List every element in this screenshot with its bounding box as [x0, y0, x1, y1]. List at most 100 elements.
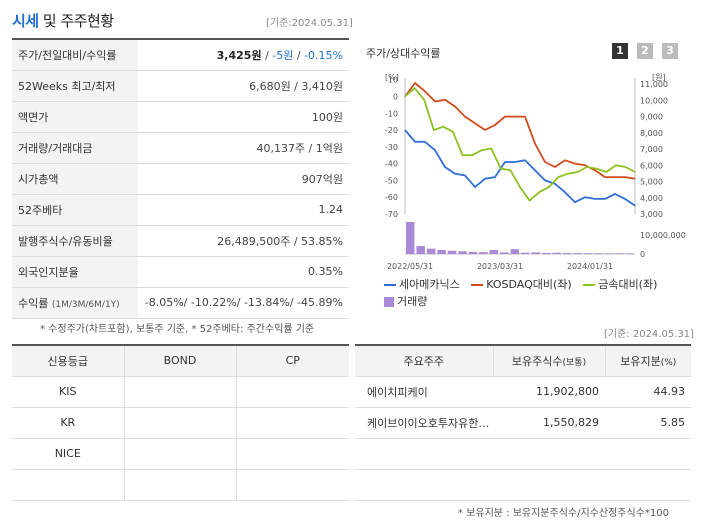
shares-label: 발행주식수/유동비율 — [12, 225, 138, 257]
column-header: 보유주식수(보통) — [493, 345, 606, 377]
volume-bar — [510, 249, 519, 254]
foreign-label: 외국인지분율 — [12, 256, 138, 288]
table-cell — [236, 407, 349, 439]
table-cell — [124, 407, 237, 439]
holder-name — [355, 469, 493, 501]
legend-swatch — [384, 297, 394, 307]
x-tick-label: 2024/01/31 — [567, 262, 613, 271]
table-row: 주가/전일대비/수익률 3,425원 / -5원 / -0.15% — [12, 39, 349, 71]
table-row — [355, 469, 691, 501]
y2-tick-label: 4,000 — [640, 194, 663, 203]
table-cell: KIS — [12, 376, 125, 408]
major-shareholders-table: 주요주주 보유주식수(보통) 보유지분(%) 에이치피케이 11,902,800 4… — [355, 344, 691, 501]
holder-footnote: * 보유지분 : 보유지분주식수/지수산정주식수*100 — [458, 508, 669, 519]
table-cell — [236, 469, 349, 501]
volume-bar — [416, 246, 425, 254]
table-cell: NICE — [12, 438, 125, 470]
volume-bar — [458, 251, 467, 254]
table-cell — [124, 438, 237, 470]
legend-item: 금속대비(좌) — [583, 276, 657, 293]
credit-rating-table: 신용등급 BOND CP KIS KR NICE — [12, 344, 349, 501]
y-tick-label: -10 — [385, 109, 398, 118]
foreign-value: 0.35% — [138, 256, 349, 288]
chart-tab-2[interactable]: 2 — [637, 43, 653, 59]
volume-bar — [500, 252, 509, 254]
table-cell — [236, 438, 349, 470]
holder-shares — [493, 438, 605, 470]
y-tick-label: 0 — [393, 92, 398, 101]
price-label: 주가/전일대비/수익률 — [12, 39, 138, 71]
chart-title: 주가/상대수익률 — [366, 47, 441, 60]
quote-footnote: * 수정주가(차트포함), 보통주 기준, * 52주베타: 주간수익률 기준 — [40, 324, 315, 335]
legend-item: 세아메카닉스 — [384, 276, 460, 293]
table-row: KIS — [12, 376, 349, 408]
y-tick-label: -30 — [385, 143, 398, 152]
chart-tab-3[interactable]: 3 — [662, 43, 678, 59]
y2-tick-label: 9,000 — [640, 113, 663, 122]
volume-bar — [437, 250, 446, 254]
holder-name: 케이브이이오호투자유한… — [355, 407, 493, 439]
chart-tab-1[interactable]: 1 — [612, 43, 628, 59]
y-tick-label: -50 — [385, 176, 398, 185]
volume-bar — [573, 253, 582, 254]
column-header: 신용등급 — [12, 345, 125, 377]
table-cell — [236, 376, 349, 408]
table-row: 액면가 100원 — [12, 101, 349, 133]
table-cell — [124, 376, 237, 408]
mktcap-label: 시가총액 — [12, 163, 138, 195]
series-line — [404, 87, 636, 202]
table-cell — [12, 469, 125, 501]
x-tick-label: 2023/03/31 — [477, 262, 523, 271]
y2-tick-label: 3,000 — [640, 210, 663, 219]
holder-pct: 44.93 — [605, 376, 691, 408]
legend-item: KOSDAQ대비(좌) — [471, 276, 572, 293]
volume-bar — [552, 252, 561, 254]
par-label: 액면가 — [12, 101, 138, 133]
y-tick-label: -20 — [385, 126, 398, 135]
table-row: 케이브이이오호투자유한… 1,550,829 5.85 — [355, 407, 691, 439]
table-row: 거래량/거래대금 40,137주 / 1억원 — [12, 132, 349, 164]
returns-value: -8.05%/ -10.22%/ -13.84%/ -45.89% — [138, 287, 349, 319]
section-title: 시세 및 주주현황 — [12, 12, 114, 30]
table-row: NICE — [12, 438, 349, 470]
legend-swatch — [384, 284, 396, 286]
chart-legend: 세아메카닉스 KOSDAQ대비(좌) 금속대비(좌) 거래량 — [384, 276, 694, 310]
table-row: 52Weeks 최고/최저 6,680원 / 3,410원 — [12, 70, 349, 102]
volume-bar — [479, 252, 488, 254]
table-row: 시가총액 907억원 — [12, 163, 349, 195]
table-header-row: 주요주주 보유주식수(보통) 보유지분(%) — [355, 345, 691, 377]
volume-bar — [531, 252, 540, 254]
table-row: 발행주식수/유동비율 26,489,500주 / 53.85% — [12, 225, 349, 257]
legend-item: 거래량 — [384, 293, 427, 310]
reference-date-2: [기준: 2024.05.31] — [604, 329, 695, 340]
volume-bar — [583, 253, 593, 254]
table-row: KR — [12, 407, 349, 439]
series-line — [404, 82, 636, 180]
volume-label: 거래량/거래대금 — [12, 132, 138, 164]
holder-shares — [493, 469, 605, 501]
y-tick-label: -60 — [385, 193, 398, 202]
shares-value: 26,489,500주 / 53.85% — [138, 225, 349, 257]
volume-bar — [468, 251, 478, 254]
par-value: 100원 — [138, 101, 349, 133]
holder-name: 에이치피케이 — [355, 376, 493, 408]
week52-label: 52Weeks 최고/최저 — [12, 70, 138, 102]
legend-swatch — [583, 284, 596, 286]
y2-tick-label: 11,000 — [640, 80, 668, 89]
table-row: 에이치피케이 11,902,800 44.93 — [355, 376, 691, 408]
volume-bar — [426, 248, 436, 254]
y-tick-label: -70 — [385, 210, 398, 219]
volume-bar — [521, 252, 530, 254]
x-tick-label: 2022/05/31 — [387, 262, 433, 271]
series-line — [404, 129, 636, 207]
price-chart: [%] [원] 10 0 -10 -20 -30 -40 -50 -60 -70 11,000 10,0… — [385, 73, 686, 271]
volume-bar — [406, 222, 415, 254]
column-header: BOND — [124, 345, 237, 377]
volume-bar — [447, 250, 457, 254]
quote-table: 주가/전일대비/수익률 3,425원 / -5원 / -0.15% 52Week… — [12, 38, 349, 319]
reference-date: [기준:2024.05.31] — [266, 18, 353, 29]
holder-name — [355, 438, 493, 470]
price-value: 3,425원 / -5원 / -0.15% — [138, 39, 349, 71]
y2-tick-label: 6,000 — [640, 161, 663, 170]
volume-tick-label: 10,000,000 — [640, 231, 686, 240]
